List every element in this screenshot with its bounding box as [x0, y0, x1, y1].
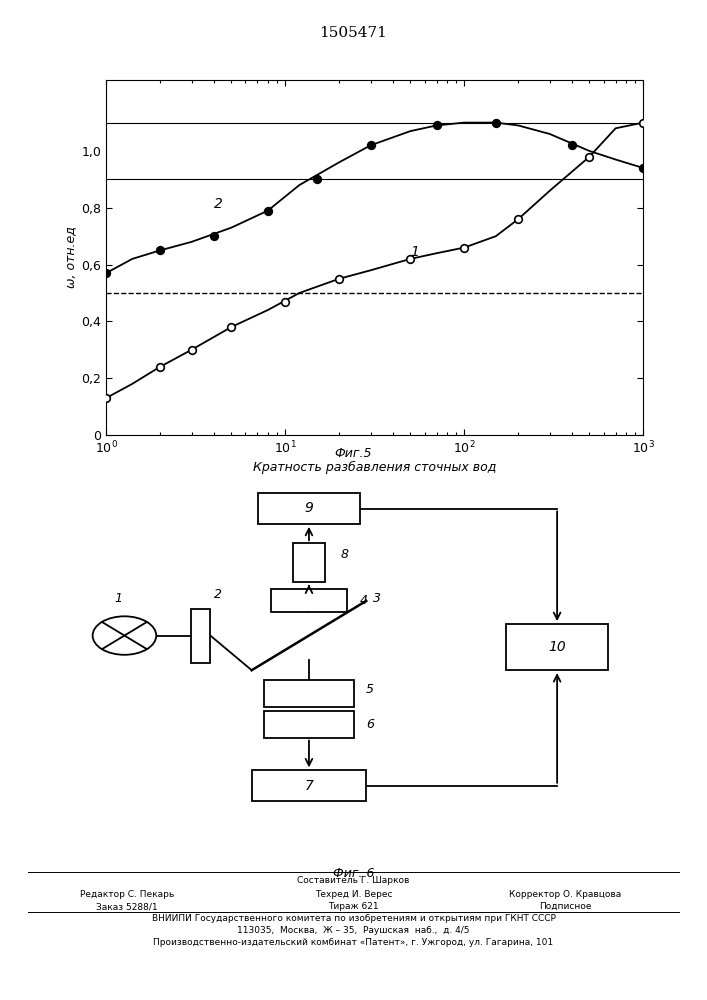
Text: 1: 1: [410, 245, 419, 259]
Text: 2: 2: [214, 197, 223, 211]
Text: Фиг. 6: Фиг. 6: [333, 867, 374, 880]
Text: 113035,  Москва,  Ж – 35,  Раушская  наб.,  д. 4/5: 113035, Москва, Ж – 35, Раушская наб., д…: [238, 926, 469, 935]
Text: Производственно-издательский комбинат «Патент», г. Ужгород, ул. Гагарина, 101: Производственно-издательский комбинат «П…: [153, 938, 554, 947]
Text: Редактор С. Пекарь: Редактор С. Пекарь: [80, 890, 175, 899]
Text: Составитель Г. Шарков: Составитель Г. Шарков: [298, 876, 409, 885]
Text: Подписное: Подписное: [539, 902, 592, 911]
Circle shape: [93, 616, 156, 655]
Bar: [106, 123, 643, 179]
Text: Техред И. Верес: Техред И. Верес: [315, 890, 392, 899]
Bar: [293, 543, 325, 582]
Text: 1: 1: [114, 592, 122, 605]
Text: Заказ 5288/1: Заказ 5288/1: [96, 902, 158, 911]
Text: 10: 10: [548, 640, 566, 654]
Text: 9: 9: [305, 502, 313, 516]
Text: 4: 4: [360, 594, 368, 607]
Text: 3: 3: [373, 592, 380, 605]
Bar: [252, 770, 366, 801]
Text: ВНИИПИ Государственного комитета по изобретениям и открытиям при ГКНТ СССР: ВНИИПИ Государственного комитета по изоб…: [151, 914, 556, 923]
Text: 6: 6: [366, 718, 374, 731]
Y-axis label: ω, отн.ед: ω, отн.ед: [64, 227, 77, 288]
Bar: [191, 609, 211, 662]
Text: Фиг.5: Фиг.5: [334, 447, 373, 460]
Bar: [506, 624, 608, 670]
Text: 8: 8: [341, 548, 349, 561]
Bar: [264, 680, 354, 707]
Text: Тираж 621: Тираж 621: [328, 902, 379, 911]
Text: 7: 7: [305, 779, 313, 793]
Text: 1505471: 1505471: [320, 26, 387, 40]
Bar: [271, 589, 347, 612]
Text: 2: 2: [214, 588, 221, 601]
Bar: [258, 493, 360, 524]
Text: Корректор О. Кравцова: Корректор О. Кравцова: [510, 890, 621, 899]
X-axis label: Кратность разбавления сточных вод: Кратность разбавления сточных вод: [253, 461, 496, 474]
Bar: [264, 711, 354, 738]
Text: 5: 5: [366, 683, 374, 696]
